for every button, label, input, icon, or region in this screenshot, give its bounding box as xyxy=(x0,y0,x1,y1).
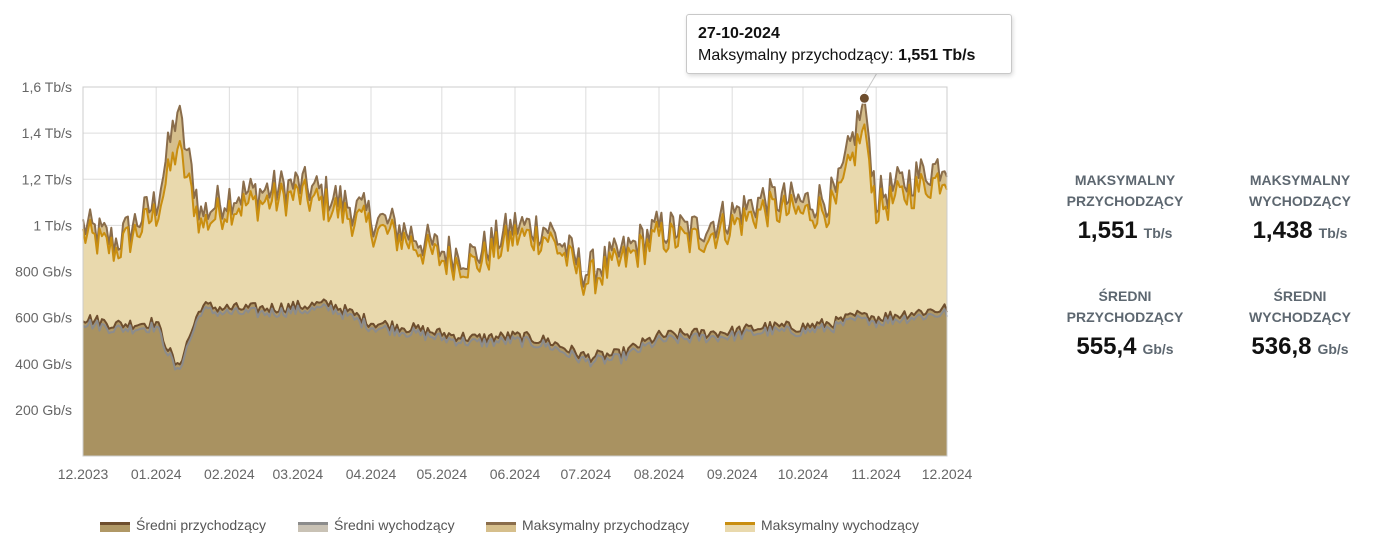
x-tick-label: 11.2024 xyxy=(851,466,901,482)
y-tick-label: 1,4 Tb/s xyxy=(22,125,72,141)
x-tick-label: 05.2024 xyxy=(417,466,468,482)
legend-label: Średni przychodzący xyxy=(136,517,266,533)
y-tick-label: 200 Gb/s xyxy=(15,402,72,418)
series-avg-outgoing-area xyxy=(83,304,947,456)
legend-swatch xyxy=(725,522,755,532)
stat-max-incoming: MAKSYMALNY PRZYCHODZĄCY 1,551 Tb/s xyxy=(1040,170,1210,245)
stat-label: MAKSYMALNY PRZYCHODZĄCY xyxy=(1066,172,1184,209)
stat-value: 555,4 xyxy=(1076,333,1137,360)
x-tick-label: 01.2024 xyxy=(131,466,182,482)
tooltip-pointer xyxy=(863,73,877,95)
x-tick-label: 07.2024 xyxy=(561,466,612,482)
stat-unit: Tb/s xyxy=(1318,225,1348,241)
legend-swatch xyxy=(486,522,516,532)
plot-border xyxy=(82,86,948,457)
peak-marker xyxy=(858,92,870,104)
tooltip-date: 27-10-2024 xyxy=(698,25,780,42)
legend-label: Maksymalny wychodzący xyxy=(761,517,919,533)
series-avg-incoming-line xyxy=(82,298,948,366)
series-max-incoming-line xyxy=(82,97,948,288)
x-tick-label: 03.2024 xyxy=(273,466,324,482)
y-tick-label: 1 Tb/s xyxy=(33,217,72,233)
stat-avg-incoming: ŚREDNI PRZYCHODZĄCY 555,4 Gb/s xyxy=(1040,286,1210,361)
series-max-outgoing-line xyxy=(82,123,948,296)
stat-value: 1,551 xyxy=(1077,217,1138,244)
y-tick-label: 1,2 Tb/s xyxy=(22,171,72,187)
axis-layer: 200 Gb/s 400 Gb/s 600 Gb/s 800 Gb/s 1 Tb/s 1,… xyxy=(15,79,972,482)
stat-unit: Gb/s xyxy=(1317,341,1349,357)
legend-label: Średni wychodzący xyxy=(334,517,455,533)
legend-swatch xyxy=(100,522,130,532)
tooltip-series-label: Maksymalny przychodzący: xyxy=(698,47,894,64)
x-tick-label: 09.2024 xyxy=(707,466,758,482)
stat-label: MAKSYMALNY WYCHODZĄCY xyxy=(1249,172,1351,209)
stat-label: ŚREDNI WYCHODZĄCY xyxy=(1249,288,1351,325)
y-tick-label: 800 Gb/s xyxy=(15,264,72,280)
x-tick-label: 12.2024 xyxy=(922,466,973,482)
line-layer xyxy=(82,97,948,371)
series-avg-outgoing-line xyxy=(82,303,948,371)
stat-unit: Gb/s xyxy=(1142,341,1174,357)
traffic-chart: 200 Gb/s 400 Gb/s 600 Gb/s 800 Gb/s 1 Tb/s 1,… xyxy=(15,14,1012,482)
stat-value: 536,8 xyxy=(1251,333,1312,360)
x-tick-label: 10.2024 xyxy=(778,466,829,482)
legend-label: Maksymalny przychodzący xyxy=(522,517,690,533)
stat-label: ŚREDNI PRZYCHODZĄCY xyxy=(1066,288,1184,325)
chart-svg: 200 Gb/s 400 Gb/s 600 Gb/s 800 Gb/s 1 Tb/s 1,… xyxy=(15,73,973,482)
stat-value: 1,438 xyxy=(1252,217,1313,244)
x-tick-label: 02.2024 xyxy=(204,466,255,482)
tooltip-value: 1,551 Tb/s xyxy=(898,47,976,64)
x-tick-label: 08.2024 xyxy=(634,466,685,482)
x-tick-label: 06.2024 xyxy=(490,466,541,482)
chart-tooltip: 27-10-2024 Maksymalny przychodzący: 1,55… xyxy=(686,14,1012,74)
stat-max-outgoing: MAKSYMALNY WYCHODZĄCY 1,438 Tb/s xyxy=(1215,170,1384,245)
y-tick-label: 1,6 Tb/s xyxy=(22,79,72,95)
y-tick-label: 400 Gb/s xyxy=(15,356,72,372)
tooltip-line: Maksymalny przychodzący: 1,551 Tb/s xyxy=(698,45,1000,67)
stat-unit: Tb/s xyxy=(1143,225,1173,241)
marker-layer xyxy=(858,73,877,104)
stat-avg-outgoing: ŚREDNI WYCHODZĄCY 536,8 Gb/s xyxy=(1215,286,1384,361)
x-tick-label: 12.2023 xyxy=(58,466,109,482)
x-tick-label: 04.2024 xyxy=(346,466,397,482)
y-tick-label: 600 Gb/s xyxy=(15,310,72,326)
legend-swatch xyxy=(298,522,328,532)
